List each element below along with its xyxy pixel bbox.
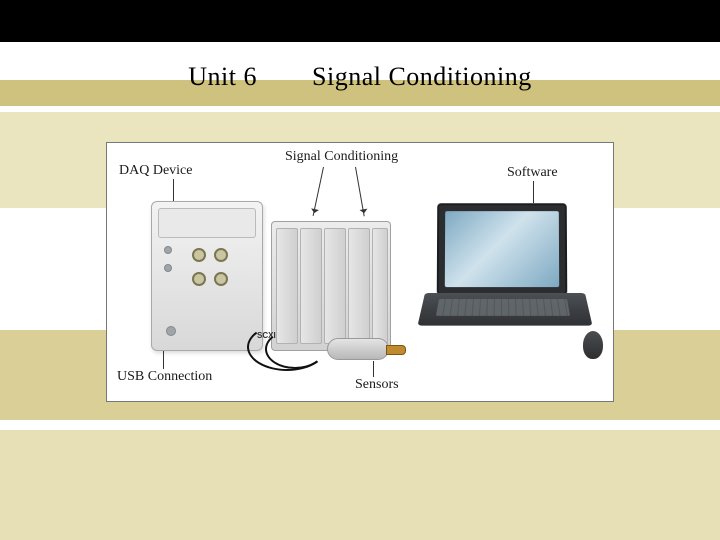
bg-stripe bbox=[0, 430, 720, 540]
leader-line bbox=[313, 167, 324, 216]
label-sensors: Sensors bbox=[355, 377, 399, 393]
leader-line bbox=[173, 179, 174, 201]
label-usb-connection: USB Connection bbox=[117, 369, 212, 385]
mouse-icon bbox=[583, 331, 603, 359]
sensor-probe bbox=[327, 338, 389, 360]
slide-title: Unit 6 Signal Conditioning bbox=[0, 62, 720, 92]
laptop-keyboard bbox=[436, 299, 570, 316]
diagram-frame: DAQ Device Signal Conditioning Software … bbox=[106, 142, 614, 402]
header-black-bar bbox=[0, 0, 720, 42]
leader-line bbox=[373, 361, 374, 377]
leader-line bbox=[533, 181, 534, 203]
sensor-cable bbox=[265, 329, 325, 369]
leader-line bbox=[355, 167, 365, 216]
title-unit: Unit 6 bbox=[188, 62, 257, 92]
label-software: Software bbox=[507, 165, 558, 181]
title-topic: Signal Conditioning bbox=[312, 62, 532, 91]
laptop bbox=[425, 203, 585, 353]
label-signal-conditioning: Signal Conditioning bbox=[285, 149, 398, 165]
leader-line bbox=[163, 351, 164, 369]
daq-device bbox=[151, 201, 263, 351]
laptop-screen bbox=[437, 203, 568, 295]
label-daq-device: DAQ Device bbox=[119, 163, 192, 179]
